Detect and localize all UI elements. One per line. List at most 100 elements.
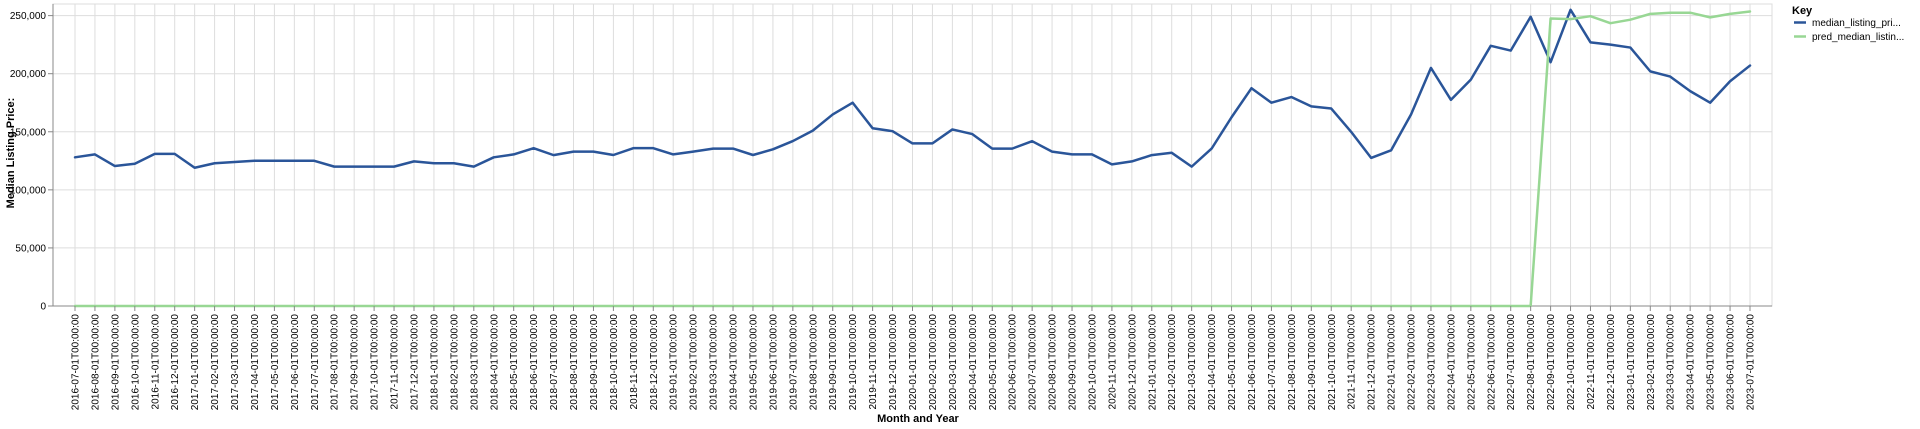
x-tick-label: 2022-02-01T00:00:00 xyxy=(1407,314,1418,411)
x-tick-label: 2020-10-01T00:00:00 xyxy=(1087,314,1098,411)
x-tick-label: 2018-12-01T00:00:00 xyxy=(649,314,660,411)
x-tick-label: 2021-03-01T00:00:00 xyxy=(1187,314,1198,411)
x-tick-label: 2022-12-01T00:00:00 xyxy=(1606,314,1617,411)
y-tick-label: 0 xyxy=(40,302,46,313)
legend-label: median_listing_pri... xyxy=(1812,18,1901,29)
x-tick-label: 2021-12-01T00:00:00 xyxy=(1367,314,1378,411)
x-tick-label: 2019-12-01T00:00:00 xyxy=(888,314,899,411)
legend-title: Key xyxy=(1792,5,1813,17)
legend-entry: median_listing_pri... xyxy=(1794,18,1901,29)
x-axis-title: Month and Year xyxy=(877,413,959,425)
x-tick-label: 2022-05-01T00:00:00 xyxy=(1466,314,1477,411)
x-tick-label: 2018-05-01T00:00:00 xyxy=(509,314,520,411)
x-tick-label: 2022-09-01T00:00:00 xyxy=(1546,314,1557,411)
x-tick-label: 2020-03-01T00:00:00 xyxy=(948,314,959,411)
x-tick-label: 2023-06-01T00:00:00 xyxy=(1726,314,1737,411)
x-tick-label: 2016-11-01T00:00:00 xyxy=(150,314,161,410)
x-tick-label: 2020-09-01T00:00:00 xyxy=(1068,314,1079,411)
x-tick-label: 2019-01-01T00:00:00 xyxy=(669,314,680,411)
x-tick-label: 2022-07-01T00:00:00 xyxy=(1506,314,1517,411)
x-tick-label: 2021-07-01T00:00:00 xyxy=(1267,314,1278,411)
x-tick-label: 2019-07-01T00:00:00 xyxy=(788,314,799,411)
x-tick-label: 2021-08-01T00:00:00 xyxy=(1287,314,1298,411)
x-tick-label: 2017-04-01T00:00:00 xyxy=(250,314,261,411)
x-tick-label: 2018-01-01T00:00:00 xyxy=(429,314,440,411)
x-tick-label: 2023-03-01T00:00:00 xyxy=(1666,314,1677,411)
x-tick-label: 2020-01-01T00:00:00 xyxy=(908,314,919,411)
x-tick-label: 2022-04-01T00:00:00 xyxy=(1446,314,1457,411)
x-tick-label: 2021-11-01T00:00:00 xyxy=(1347,314,1358,410)
x-tick-label: 2021-10-01T00:00:00 xyxy=(1327,314,1338,411)
x-tick-label: 2020-06-01T00:00:00 xyxy=(1008,314,1019,411)
x-tick-label: 2020-07-01T00:00:00 xyxy=(1028,314,1039,411)
x-tick-label: 2018-02-01T00:00:00 xyxy=(449,314,460,411)
y-axis-title: Median Listing Price: xyxy=(5,98,17,209)
x-tick-label: 2016-09-01T00:00:00 xyxy=(110,314,121,411)
x-tick-label: 2021-01-01T00:00:00 xyxy=(1147,314,1158,411)
x-tick-label: 2016-08-01T00:00:00 xyxy=(90,314,101,411)
x-tick-label: 2016-12-01T00:00:00 xyxy=(170,314,181,411)
gridlines xyxy=(53,4,1772,307)
x-tick-label: 2022-11-01T00:00:00 xyxy=(1586,314,1597,410)
x-tick-label: 2017-06-01T00:00:00 xyxy=(290,314,301,411)
x-axis-ticks: 2016-07-01T00:00:00 2016-08-01T00:00:00 20… xyxy=(71,306,1757,410)
x-tick-label: 2023-04-01T00:00:00 xyxy=(1686,314,1697,411)
x-tick-label: 2017-09-01T00:00:00 xyxy=(350,314,361,411)
x-tick-label: 2018-06-01T00:00:00 xyxy=(529,314,540,411)
y-tick-label: 250,000 xyxy=(10,11,47,22)
x-tick-label: 2016-10-01T00:00:00 xyxy=(130,314,141,411)
x-tick-label: 2018-08-01T00:00:00 xyxy=(569,314,580,411)
x-tick-label: 2022-08-01T00:00:00 xyxy=(1526,314,1537,411)
x-tick-label: 2018-09-01T00:00:00 xyxy=(589,314,600,411)
x-tick-label: 2021-05-01T00:00:00 xyxy=(1227,314,1238,411)
x-tick-label: 2019-08-01T00:00:00 xyxy=(808,314,819,411)
x-tick-label: 2021-02-01T00:00:00 xyxy=(1167,314,1178,411)
x-tick-label: 2017-01-01T00:00:00 xyxy=(190,314,201,411)
x-tick-label: 2019-09-01T00:00:00 xyxy=(828,314,839,411)
x-tick-label: 2023-01-01T00:00:00 xyxy=(1626,314,1637,411)
x-tick-label: 2017-10-01T00:00:00 xyxy=(370,314,381,411)
x-tick-label: 2019-06-01T00:00:00 xyxy=(768,314,779,411)
x-tick-label: 2018-04-01T00:00:00 xyxy=(489,314,500,411)
x-tick-label: 2021-06-01T00:00:00 xyxy=(1247,314,1258,411)
x-tick-label: 2019-10-01T00:00:00 xyxy=(848,314,859,411)
x-tick-label: 2023-05-01T00:00:00 xyxy=(1706,314,1717,411)
x-tick-label: 2022-03-01T00:00:00 xyxy=(1426,314,1437,411)
x-tick-label: 2019-11-01T00:00:00 xyxy=(868,314,879,410)
x-tick-label: 2017-08-01T00:00:00 xyxy=(330,314,341,411)
x-tick-label: 2017-03-01T00:00:00 xyxy=(230,314,241,411)
x-tick-label: 2018-11-01T00:00:00 xyxy=(629,314,640,410)
y-axis-ticks: 0 50,000 100,000 150,000 200,000 250,000 xyxy=(10,11,53,313)
y-tick-label: 100,000 xyxy=(10,185,47,196)
x-tick-label: 2018-10-01T00:00:00 xyxy=(609,314,620,411)
x-tick-label: 2021-09-01T00:00:00 xyxy=(1307,314,1318,411)
x-tick-label: 2022-01-01T00:00:00 xyxy=(1387,314,1398,411)
legend-label: pred_median_listin... xyxy=(1812,32,1904,43)
x-tick-label: 2023-02-01T00:00:00 xyxy=(1646,314,1657,411)
x-tick-label: 2020-11-01T00:00:00 xyxy=(1107,314,1118,410)
x-tick-label: 2020-12-01T00:00:00 xyxy=(1127,314,1138,411)
x-tick-label: 2018-03-01T00:00:00 xyxy=(469,314,480,411)
x-tick-label: 2017-02-01T00:00:00 xyxy=(210,314,221,411)
x-tick-label: 2022-10-01T00:00:00 xyxy=(1566,314,1577,411)
series-line-1 xyxy=(73,8,1752,170)
x-tick-label: 2021-04-01T00:00:00 xyxy=(1207,314,1218,411)
x-tick-label: 2020-04-01T00:00:00 xyxy=(968,314,979,411)
x-tick-label: 2017-05-01T00:00:00 xyxy=(270,314,281,411)
x-tick-label: 2017-12-01T00:00:00 xyxy=(409,314,420,411)
x-tick-label: 2020-08-01T00:00:00 xyxy=(1048,314,1059,411)
legend: Key median_listing_pri... pred_median_lis… xyxy=(1792,5,1904,43)
x-tick-label: 2016-07-01T00:00:00 xyxy=(71,314,82,411)
x-tick-label: 2017-11-01T00:00:00 xyxy=(390,314,401,410)
x-tick-label: 2020-02-01T00:00:00 xyxy=(928,314,939,411)
legend-entry: pred_median_listin... xyxy=(1794,32,1904,43)
y-tick-label: 150,000 xyxy=(10,127,47,138)
x-tick-label: 2023-07-01T00:00:00 xyxy=(1746,314,1757,411)
x-tick-label: 2020-05-01T00:00:00 xyxy=(988,314,999,411)
x-tick-label: 2019-02-01T00:00:00 xyxy=(689,314,700,411)
x-tick-label: 2019-03-01T00:00:00 xyxy=(709,314,720,411)
x-tick-label: 2018-07-01T00:00:00 xyxy=(549,314,560,411)
y-tick-label: 50,000 xyxy=(15,243,46,254)
x-tick-label: 2022-06-01T00:00:00 xyxy=(1486,314,1497,411)
